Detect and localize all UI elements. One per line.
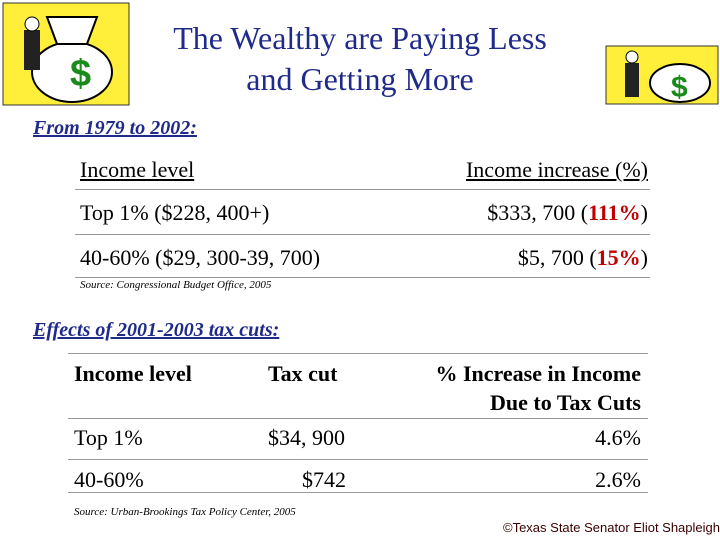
percent: 111%	[588, 200, 641, 225]
row-rule	[68, 459, 648, 460]
copyright: ©Texas State Senator Eliot Shapleigh	[503, 520, 720, 535]
svg-text:$: $	[70, 53, 91, 95]
section-heading: Effects of 2001-2003 tax cuts:	[33, 319, 280, 341]
cell: $742	[302, 467, 346, 492]
text: )	[640, 245, 648, 270]
cell: $34, 900	[268, 425, 345, 450]
cell: Top 1%	[74, 425, 143, 450]
row-rule	[68, 418, 648, 419]
cell: $5, 700 (15%)	[518, 245, 648, 271]
text: )	[640, 200, 648, 225]
cell: 4.6%	[595, 425, 641, 450]
section-heading: From 1979 to 2002:	[33, 117, 197, 139]
money-bag-icon: $	[605, 45, 719, 105]
text: $5, 700 (	[517, 245, 597, 270]
column-header: Income increase (%)	[465, 157, 648, 182]
cell: $333, 700 (111%)	[487, 200, 648, 226]
column-header: % Increase in Income	[435, 361, 641, 386]
percent: 15%	[596, 245, 641, 270]
row-rule	[68, 353, 648, 354]
row-rule	[75, 234, 650, 235]
row-rule	[75, 277, 650, 278]
cell: 40-60% ($29, 300-39, 700)	[80, 245, 321, 270]
column-header: Income level	[80, 157, 195, 182]
cell: Top 1% ($228, 400+)	[80, 200, 270, 225]
title: and Getting More	[246, 61, 474, 97]
source: Source: Congressional Budget Office, 200…	[80, 279, 272, 291]
row-rule	[75, 189, 650, 190]
column-header: Income level	[74, 361, 192, 386]
source: Source: Urban-Brookings Tax Policy Cente…	[74, 506, 296, 518]
cell: 40-60%	[74, 467, 144, 492]
svg-text:$: $	[671, 71, 688, 104]
column-header: Tax cut	[268, 361, 338, 386]
text: $333, 700 (	[487, 200, 589, 225]
money-bag-icon: $	[2, 2, 130, 106]
title: The Wealthy are Paying Less	[173, 20, 547, 56]
cell: 2.6%	[595, 467, 641, 492]
row-rule	[68, 492, 648, 493]
column-header: Due to Tax Cuts	[490, 390, 641, 415]
